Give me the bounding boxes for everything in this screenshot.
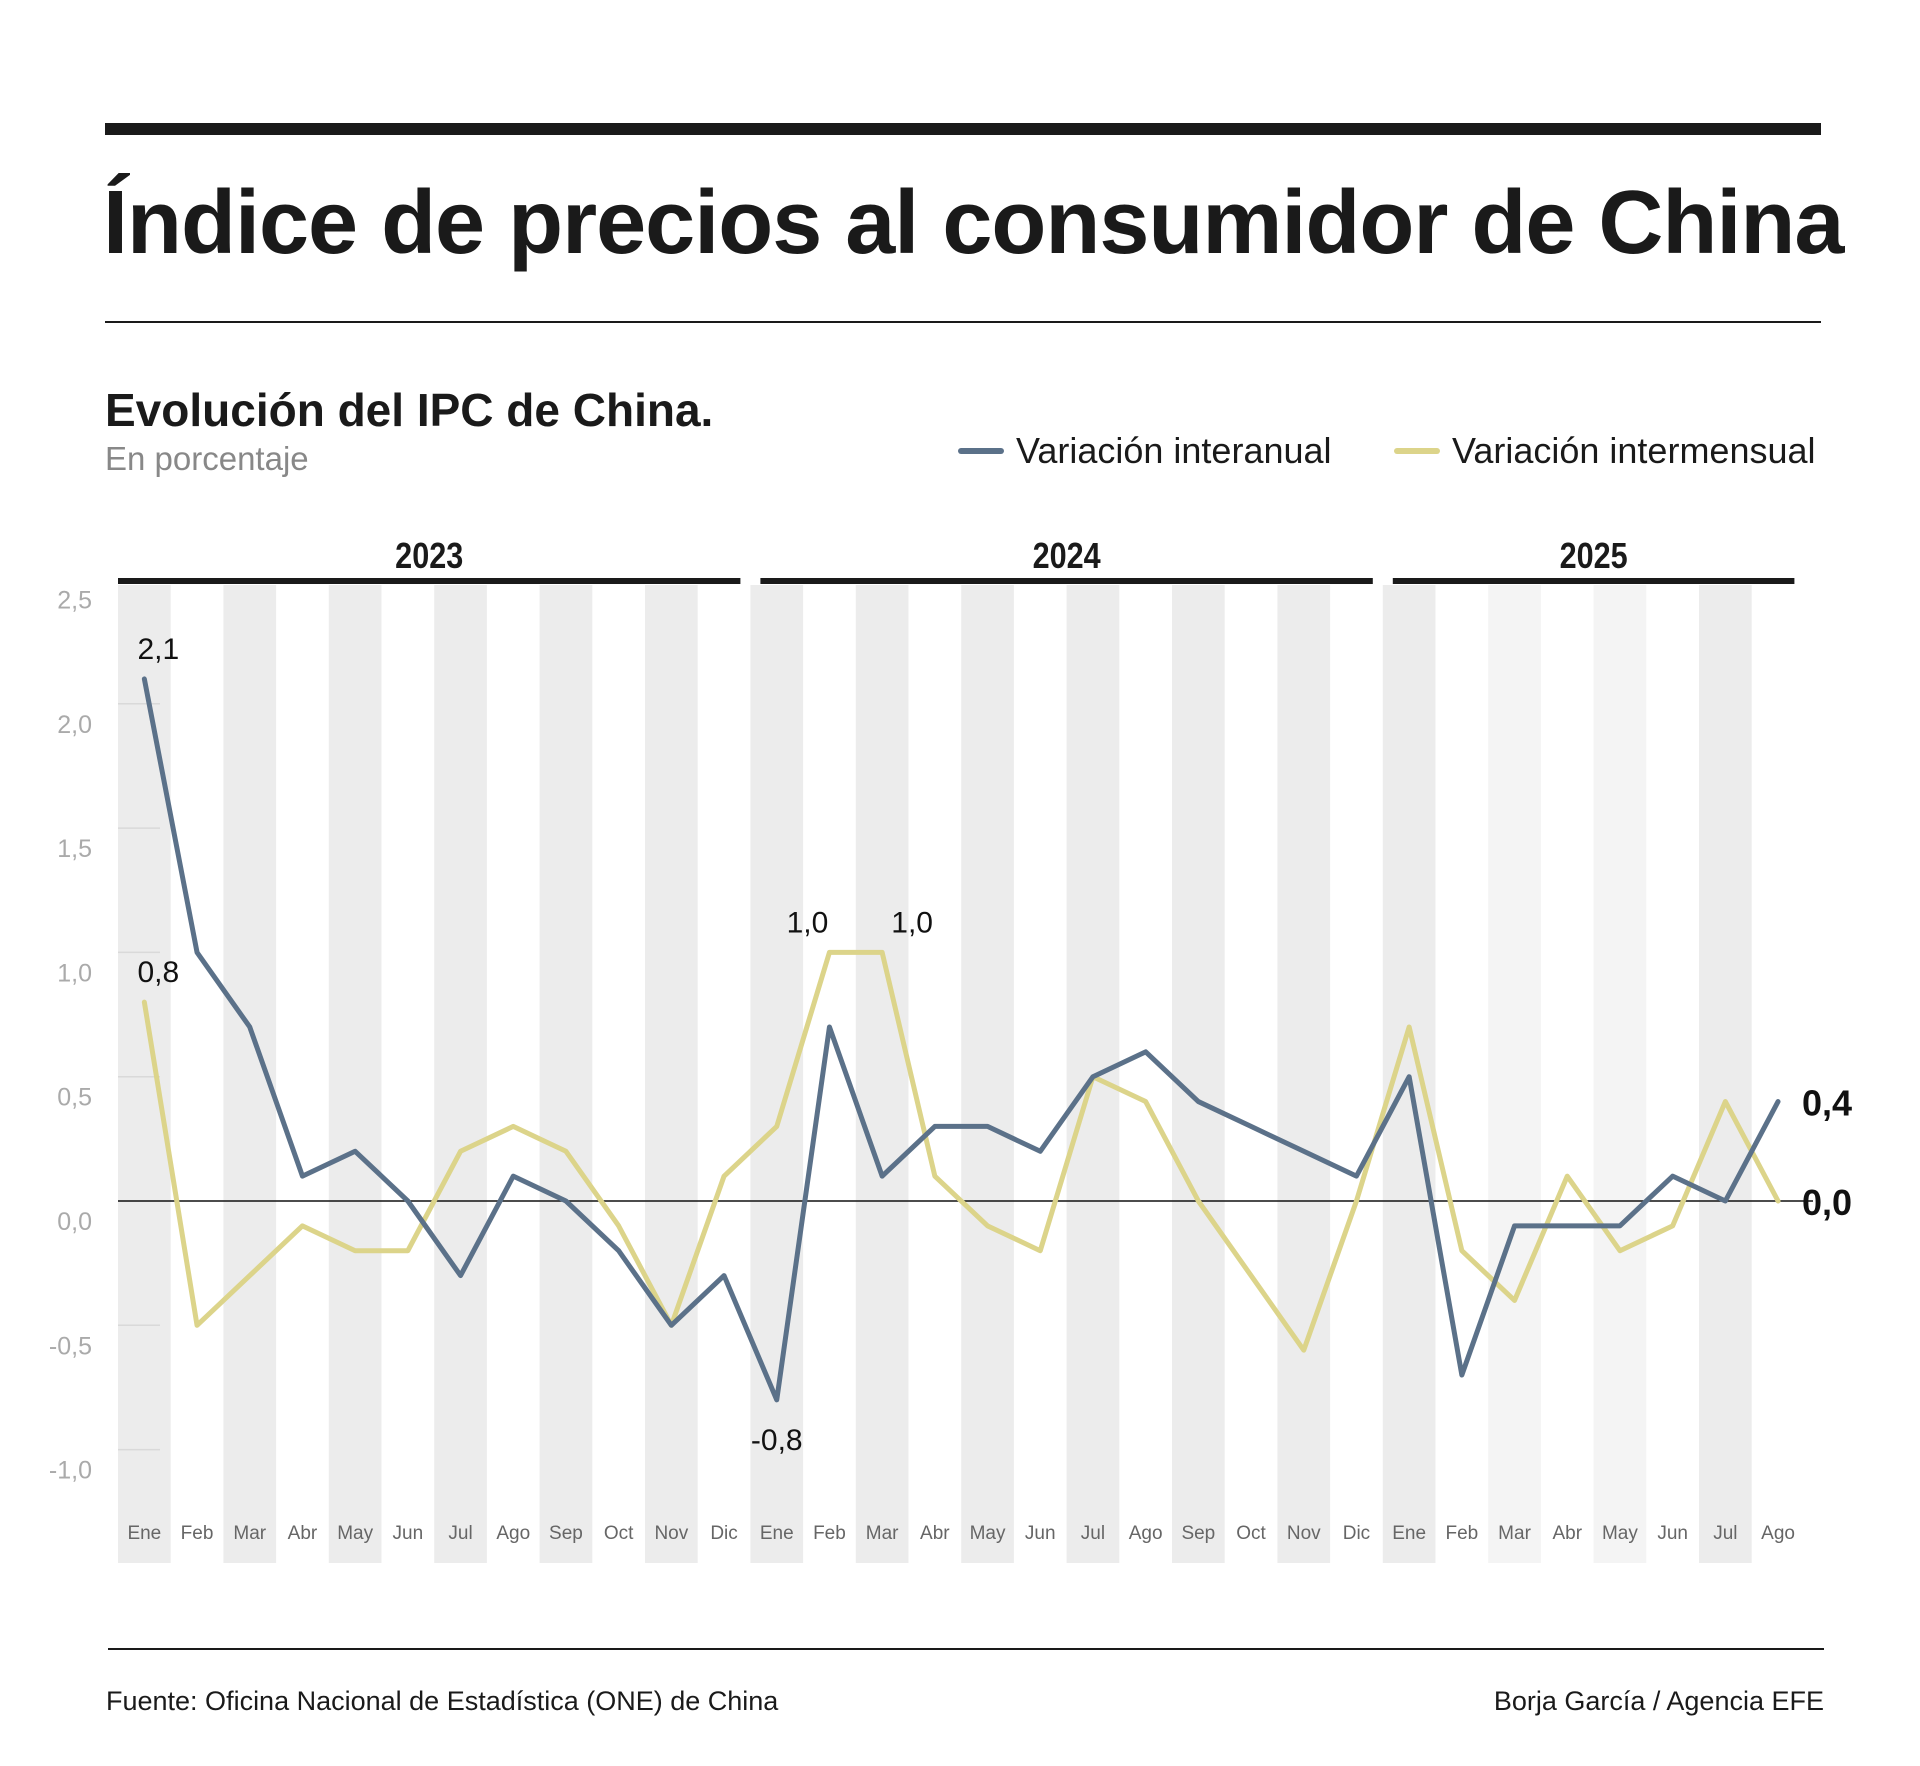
column-band bbox=[434, 585, 487, 1563]
data-label: 0,8 bbox=[137, 956, 179, 989]
column-band bbox=[1593, 585, 1647, 1563]
x-tick-label: Abr bbox=[288, 1523, 318, 1544]
x-tick-label: Oct bbox=[1236, 1523, 1266, 1544]
year-label: 2023 bbox=[395, 537, 463, 577]
x-tick-label: Jul bbox=[1713, 1523, 1737, 1544]
x-tick-label: Sep bbox=[1181, 1523, 1215, 1544]
y-tick-label: -0,5 bbox=[49, 1332, 92, 1360]
data-label: 1,0 bbox=[891, 906, 933, 939]
y-tick-label: -1,0 bbox=[49, 1457, 92, 1485]
x-tick-label: Ene bbox=[760, 1523, 794, 1544]
x-tick-label: May bbox=[970, 1523, 1006, 1544]
top-rule bbox=[105, 123, 1821, 135]
chart-unit: En porcentaje bbox=[105, 440, 309, 477]
x-tick-label: Jul bbox=[448, 1523, 472, 1544]
column-band bbox=[645, 585, 698, 1563]
y-tick-label: 2,5 bbox=[57, 587, 92, 615]
x-tick-label: Mar bbox=[233, 1523, 266, 1544]
x-tick-label: May bbox=[337, 1523, 373, 1544]
x-tick-label: Dic bbox=[1343, 1523, 1370, 1544]
x-tick-label: Jun bbox=[1025, 1523, 1056, 1544]
footer-source: Fuente: Oficina Nacional de Estadística … bbox=[106, 1686, 779, 1716]
x-tick-label: Nov bbox=[654, 1523, 688, 1544]
y-tick-label: 2,0 bbox=[57, 711, 92, 739]
x-tick-label: Ago bbox=[496, 1523, 530, 1544]
column-band bbox=[1699, 585, 1752, 1563]
year-label: 2025 bbox=[1560, 537, 1628, 577]
data-label: -0,8 bbox=[751, 1424, 803, 1457]
x-tick-label: Jun bbox=[393, 1523, 424, 1544]
x-tick-label: Mar bbox=[1498, 1523, 1531, 1544]
legend-label: Variación intermensual bbox=[1452, 430, 1816, 471]
column-band bbox=[1277, 585, 1331, 1563]
footer-rule bbox=[108, 1648, 1824, 1650]
legend-swatch bbox=[958, 448, 1004, 454]
data-label: 0,4 bbox=[1802, 1083, 1852, 1124]
series-line-intermensual bbox=[141, 949, 1781, 1353]
data-label: 2,1 bbox=[137, 633, 179, 666]
column-band bbox=[961, 585, 1014, 1563]
legend-item-interanual: Variación interanual bbox=[958, 430, 1332, 472]
column-band bbox=[1488, 585, 1541, 1563]
title-divider bbox=[105, 321, 1821, 323]
x-tick-label: Sep bbox=[549, 1523, 583, 1544]
data-label: 1,0 bbox=[787, 906, 829, 939]
x-tick-label: Feb bbox=[813, 1523, 846, 1544]
x-tick-label: Oct bbox=[604, 1523, 634, 1544]
x-tick-label: Jun bbox=[1657, 1523, 1688, 1544]
column-band bbox=[118, 585, 171, 1563]
year-label: 2024 bbox=[1033, 537, 1101, 577]
legend-swatch bbox=[1394, 448, 1440, 454]
page-title: Índice de precios al consumidor de China bbox=[103, 173, 1844, 273]
column-band bbox=[855, 585, 909, 1563]
x-tick-label: Feb bbox=[181, 1523, 214, 1544]
data-label: 0,0 bbox=[1802, 1182, 1852, 1223]
column-band bbox=[1382, 585, 1436, 1563]
x-tick-label: Feb bbox=[1445, 1523, 1478, 1544]
footer-credit: Borja García / Agencia EFE bbox=[1493, 1686, 1824, 1716]
x-tick-label: Ene bbox=[1392, 1523, 1426, 1544]
x-tick-label: Mar bbox=[866, 1523, 899, 1544]
column-band bbox=[1172, 585, 1225, 1563]
x-tick-label: Ene bbox=[127, 1523, 161, 1544]
legend-label: Variación interanual bbox=[1016, 430, 1332, 471]
x-tick-label: Abr bbox=[920, 1523, 950, 1544]
y-tick-label: 0,0 bbox=[57, 1208, 92, 1236]
x-tick-label: May bbox=[1602, 1523, 1638, 1544]
x-tick-label: Jul bbox=[1081, 1523, 1105, 1544]
x-tick-label: Abr bbox=[1552, 1523, 1582, 1544]
x-tick-label: Ago bbox=[1129, 1523, 1163, 1544]
column-band bbox=[328, 585, 382, 1563]
series-line-interanual bbox=[141, 676, 1781, 1403]
y-tick-label: 0,5 bbox=[57, 1084, 92, 1112]
x-tick-label: Ago bbox=[1761, 1523, 1795, 1544]
year-bar bbox=[760, 578, 1373, 584]
legend-item-intermensual: Variación intermensual bbox=[1394, 430, 1816, 472]
year-bar bbox=[118, 578, 741, 584]
x-tick-label: Nov bbox=[1287, 1523, 1321, 1544]
chart-subtitle: Evolución del IPC de China. bbox=[105, 384, 714, 436]
year-bar bbox=[1392, 578, 1795, 584]
x-tick-label: Dic bbox=[710, 1523, 737, 1544]
column-band bbox=[539, 585, 593, 1563]
y-tick-label: 1,0 bbox=[57, 959, 92, 987]
y-tick-label: 1,5 bbox=[57, 835, 92, 863]
